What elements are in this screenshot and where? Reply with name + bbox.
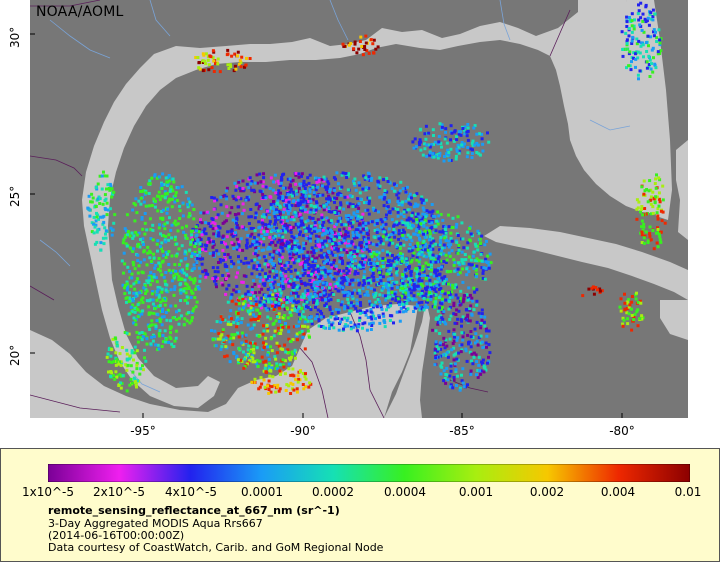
rivers — [39, 0, 631, 393]
scale-tick-0.0004: 0.0004 — [384, 485, 426, 499]
scale-tick-0.0002: 0.0002 — [312, 485, 354, 499]
dataset-description: 3-Day Aggregated MODIS Aqua Rrs667 — [48, 517, 263, 530]
agency-label: NOAA/AOML — [36, 4, 124, 20]
longitude-label-90w: -90° — [290, 424, 316, 438]
scale-tick-1e-5: 1x10^-5 — [21, 485, 75, 499]
longitude-label-95w: -95° — [130, 424, 156, 438]
dataset-time: (2014-06-16T00:00:00Z) — [48, 529, 185, 542]
data-credit: Data courtesy of CoastWatch, Carib. and … — [48, 541, 384, 554]
political-boundaries — [30, 0, 571, 418]
scale-tick-0.002: 0.002 — [529, 485, 565, 499]
scale-tick-0.0001: 0.0001 — [241, 485, 283, 499]
scale-tick-0.004: 0.004 — [600, 485, 636, 499]
scale-tick-4e-5: 4x10^-5 — [164, 485, 218, 499]
gulf-of-mexico-map — [30, 0, 688, 418]
longitude-label-80w: -80° — [609, 424, 635, 438]
graticule-ticks — [30, 33, 623, 418]
scale-tick-2e-5: 2x10^-5 — [92, 485, 146, 499]
latitude-label-25: 25° — [8, 185, 22, 207]
legend-panel: 1x10^-5 2x10^-5 4x10^-5 0.0001 0.0002 0.… — [0, 448, 720, 562]
map-area[interactable]: NOAA/AOML — [30, 0, 688, 418]
latitude-label-20: 20° — [8, 344, 22, 366]
variable-name: remote_sensing_reflectance_at_667_nm (sr… — [48, 504, 340, 517]
color-scale-bar — [48, 464, 690, 482]
scale-tick-0.01: 0.01 — [674, 485, 702, 499]
reflectance-data-layer — [86, 1, 667, 395]
latitude-label-30: 30° — [8, 26, 22, 48]
scale-tick-0.001: 0.001 — [458, 485, 494, 499]
longitude-label-85w: -85° — [449, 424, 475, 438]
